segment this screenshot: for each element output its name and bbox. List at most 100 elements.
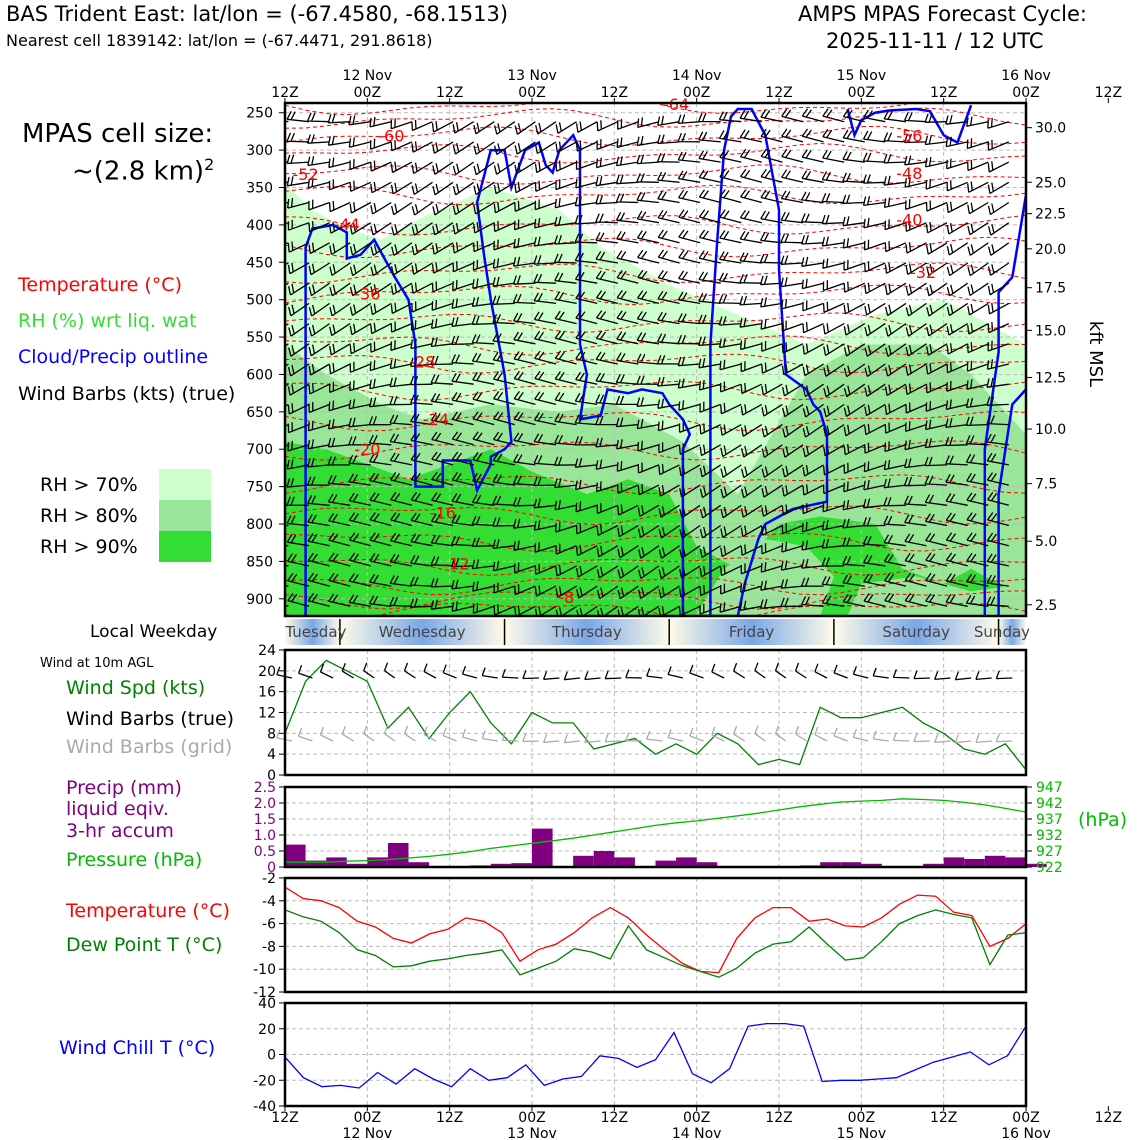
upper-wind-barb [904,533,927,547]
upper-wind-barb [534,180,557,192]
upper-wind-barb [555,543,577,555]
bottom-time-tick-label: 12Z [1095,1110,1122,1126]
upper-wind-barb [411,222,433,236]
upper-wind-barb [782,403,804,418]
wind-barb-true [522,670,539,680]
temperature-contour [285,505,1026,526]
bottom-day-label: 16 Nov [1001,1126,1051,1140]
upper-wind-barb [636,135,660,147]
upper-wind-barb [925,221,948,234]
upper-wind-barb [473,241,495,253]
upper-wind-barb [472,259,495,271]
upper-wind-barb [617,545,639,559]
upper-wind-barb [698,271,721,284]
upper-wind-barb [308,383,330,395]
upper-wind-barb [780,255,804,265]
top-day-label: 15 Nov [837,68,887,84]
upper-wind-barb [967,302,989,316]
upper-wind-barb [328,552,351,567]
upper-wind-barb [574,214,598,225]
upper-wind-barb [390,321,413,333]
upper-wind-barb [513,453,536,466]
upper-wind-barb [863,593,886,607]
upper-wind-barb [637,462,660,474]
upper-wind-barb [432,201,454,216]
upper-wind-barb [327,493,351,506]
wind-barb-true [872,667,889,679]
kft-tick-label: 12.5 [1035,370,1066,386]
upper-wind-barb [472,278,495,289]
upper-wind-barb [905,343,927,357]
upper-wind-barb [287,592,310,607]
upper-wind-barb [656,355,680,365]
upper-wind-barb [760,232,783,244]
upper-wind-barb [327,419,351,430]
upper-wind-barb [636,375,659,385]
temperature-contour [285,410,1026,432]
upper-wind-barb [596,481,618,493]
upper-wind-barb [883,197,907,209]
upper-wind-barb [390,472,413,486]
pressure-tick-label: 650 [246,405,273,421]
wind-barb-true [604,670,622,680]
upper-wind-barb [761,424,783,438]
upper-wind-barb [658,565,680,579]
upper-wind-barb [945,136,968,148]
temperature-contour-label: -52 [293,165,319,184]
upper-wind-barb [410,451,433,466]
upper-wind-barb [842,518,865,529]
upper-wind-barb [926,262,948,276]
upper-wind-barb [739,339,762,351]
upper-wind-barb [596,565,619,579]
upper-wind-barb [390,140,413,152]
upper-wind-barb [966,379,989,390]
upper-wind-barb [533,433,557,446]
precip-bar [346,863,368,867]
upper-wind-barb [821,538,845,549]
upper-wind-barb [472,472,495,486]
upper-wind-barb [409,375,433,386]
upper-wind-barb [740,361,763,373]
bottom-time-tick-label: 12Z [436,1110,463,1126]
upper-wind-barb [574,252,598,264]
upper-wind-barb [637,269,660,284]
upper-wind-barb [740,464,763,479]
upper-wind-barb [924,494,948,506]
upper-wind-barb [349,361,372,373]
upper-wind-barb [348,573,371,587]
upper-wind-barb [513,411,536,426]
upper-wind-barb [945,593,968,607]
upper-wind-barb [987,181,1010,195]
upper-wind-barb [842,238,865,249]
upper-wind-barb [595,176,618,187]
upper-wind-barb [821,193,845,204]
weekday-label: Friday [729,623,775,641]
top-day-label: 14 Nov [672,68,722,84]
upper-wind-barb [720,381,742,393]
upper-wind-barb [472,411,495,426]
upper-wind-barb [616,461,639,472]
upper-wind-barb [493,604,516,616]
weekday-label: Saturday [882,623,950,641]
upper-wind-barb [432,141,454,154]
upper-wind-barb [719,189,742,204]
upper-wind-barb [575,330,598,345]
upper-wind-barb [677,334,701,345]
upper-wind-barb [451,354,474,365]
upper-wind-barb [678,189,701,204]
upper-wind-barb [574,436,598,446]
upper-wind-barb [493,181,516,195]
upper-wind-barb [575,121,598,133]
upper-wind-barb [986,553,1009,567]
upper-wind-barb [842,194,865,205]
upper-wind-barb [348,594,371,607]
upper-wind-barb [987,340,1010,352]
kft-tick-label: 5.0 [1035,534,1057,550]
upper-wind-barb [760,297,783,308]
temperature-contour [285,214,1026,236]
temperature-contour [285,262,1026,284]
upper-wind-barb [945,552,968,567]
upper-wind-barb [698,250,721,264]
upper-wind-barb [432,161,454,175]
